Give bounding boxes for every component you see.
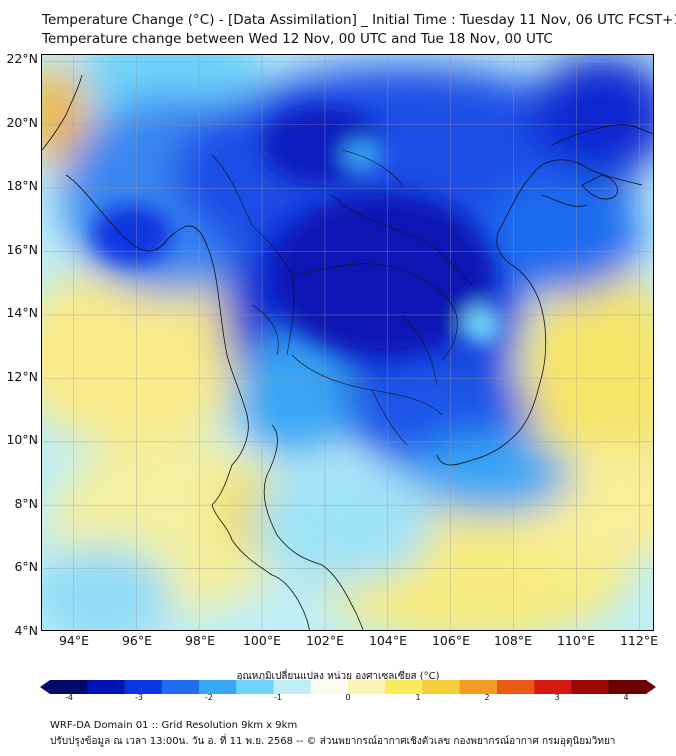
- colorbar-tick: -4: [65, 693, 73, 702]
- colorbar-tick: -1: [274, 693, 282, 702]
- colorbar-extend-low: [40, 680, 50, 694]
- colorbar-cell: [273, 680, 312, 694]
- colorbar-cell: [497, 680, 535, 694]
- colorbar-cell: [385, 680, 423, 694]
- colorbar-tick: 4: [623, 693, 629, 702]
- colorbar-cell: [310, 680, 349, 694]
- lat-label: 10°N: [6, 432, 38, 447]
- lat-label: 4°N: [14, 623, 38, 638]
- colorbar-tick: 0: [345, 693, 351, 702]
- colorbar-cell: [422, 680, 461, 694]
- chart-subtitle: Temperature change between Wed 12 Nov, 0…: [42, 31, 553, 47]
- footer-model-info: WRF-DA Domain 01 :: Grid Resolution 9km …: [50, 720, 298, 731]
- lon-label: 106°E: [431, 633, 470, 648]
- colorbar-cell: [124, 680, 163, 694]
- colorbar-cell: [199, 680, 237, 694]
- lat-label: 20°N: [6, 115, 38, 130]
- graticule: [42, 55, 653, 630]
- lon-label: 96°E: [121, 633, 153, 648]
- colorbar-cell: [534, 680, 572, 694]
- lat-label: 16°N: [6, 242, 38, 257]
- lat-label: 18°N: [6, 178, 38, 193]
- lon-label: 98°E: [184, 633, 216, 648]
- colorbar-tick: 3: [554, 693, 560, 702]
- lat-label: 6°N: [14, 559, 38, 574]
- colorbar-tick: 2: [484, 693, 490, 702]
- lat-label: 22°N: [6, 51, 38, 66]
- lon-label: 110°E: [556, 633, 595, 648]
- lon-label: 104°E: [368, 633, 407, 648]
- colorbar-cell: [571, 680, 610, 694]
- lon-label: 112°E: [619, 633, 658, 648]
- colorbar-cell: [348, 680, 386, 694]
- map-canvas: [42, 55, 653, 630]
- footer-credits: ปรับปรุงข้อมูล ณ เวลา 13:00น. วัน อ. ที่…: [50, 736, 616, 747]
- colorbar-cell: [608, 680, 647, 694]
- colorbar-extend-high: [646, 680, 656, 694]
- country-borders: [211, 149, 473, 446]
- colorbar-title: อุณหภูมิเปลี่ยนแปลง หน่วย องศาเซลเซียส (…: [236, 671, 440, 682]
- colorbar: [40, 680, 656, 694]
- chart-title: Temperature Change (°C) - [Data Assimila…: [42, 12, 676, 28]
- temperature-change-map[interactable]: [41, 54, 654, 631]
- lon-label: 94°E: [58, 633, 90, 648]
- lon-label: 100°E: [242, 633, 281, 648]
- colorbar-tick: -3: [135, 693, 143, 702]
- lat-label: 14°N: [6, 305, 38, 320]
- colorbar-cell: [87, 680, 125, 694]
- lon-label: 108°E: [493, 633, 532, 648]
- lat-label: 8°N: [14, 496, 38, 511]
- colorbar-cell: [50, 680, 88, 694]
- colorbar-cell: [236, 680, 274, 694]
- colorbar-tick: -2: [205, 693, 213, 702]
- coastlines: [42, 74, 653, 630]
- colorbar-tick: 1: [415, 693, 421, 702]
- lon-label: 102°E: [305, 633, 344, 648]
- lat-label: 12°N: [6, 369, 38, 384]
- colorbar-cell: [161, 680, 200, 694]
- colorbar-cell: [459, 680, 498, 694]
